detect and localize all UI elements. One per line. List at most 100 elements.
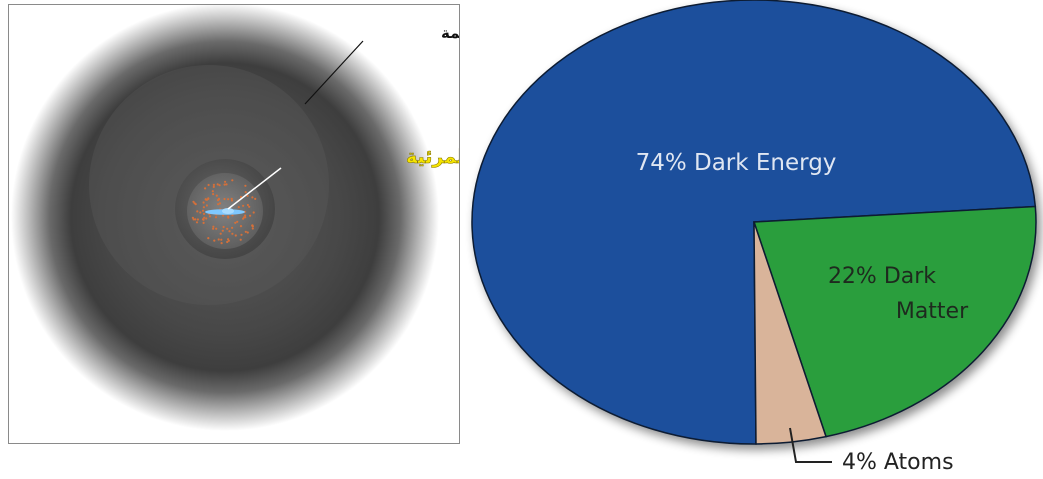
galaxy-dot xyxy=(239,195,243,199)
galaxy-dot xyxy=(217,197,221,200)
galaxy-dot xyxy=(221,229,224,232)
galaxy-dot xyxy=(207,183,210,187)
galaxy-dot xyxy=(242,204,245,207)
galaxy-dot xyxy=(249,214,252,217)
dark-matter-pointer xyxy=(304,40,364,105)
pie-label-dark-matter-line2: Matter xyxy=(896,299,969,324)
galaxy-dot xyxy=(214,216,218,219)
galaxy-dot xyxy=(244,184,247,187)
galaxy-dot xyxy=(213,239,216,242)
pie-label-atoms: 4% Atoms xyxy=(842,450,954,475)
pie-slices xyxy=(471,0,1037,445)
galaxy-dot xyxy=(212,183,215,186)
galaxy-dot xyxy=(215,227,218,230)
galaxy-dot xyxy=(217,238,220,241)
galaxy-dot xyxy=(251,224,254,227)
galaxy-dot xyxy=(196,210,199,213)
galaxy-dot xyxy=(201,209,205,212)
visible-matter-pointer xyxy=(227,167,282,210)
galaxy-dot xyxy=(228,230,231,233)
galaxy-dot xyxy=(234,234,237,237)
galaxy-dot xyxy=(248,205,251,208)
atoms-leader-line xyxy=(789,427,832,463)
galaxy-dot xyxy=(203,216,206,219)
galaxy-dot xyxy=(225,183,228,186)
galaxy-dot xyxy=(204,198,207,201)
galaxy-dot xyxy=(202,218,205,221)
pie-slice-atoms xyxy=(753,221,827,445)
galaxy-dot xyxy=(244,191,247,194)
halo-diagram: المادة المظلمة المادة المرئية xyxy=(11,5,459,431)
galaxy-dot xyxy=(227,215,230,218)
galaxy-dot xyxy=(212,193,215,196)
halo-diagram-panel: المادة المظلمة المادة المرئية xyxy=(8,4,460,444)
galaxy-dot xyxy=(231,179,234,182)
galaxy-dot xyxy=(231,226,234,229)
galaxy-dot xyxy=(191,216,194,219)
galaxy-dot xyxy=(244,214,247,217)
galaxy-dot xyxy=(224,180,227,183)
galaxy-dot xyxy=(205,217,208,220)
galaxy-dot xyxy=(230,197,233,200)
galaxy-dot xyxy=(207,237,210,240)
galaxy-dot xyxy=(212,227,215,230)
galaxy-dot xyxy=(226,227,229,230)
galaxy-dot xyxy=(192,200,195,203)
galaxy-dot xyxy=(202,221,205,224)
galaxy-dot xyxy=(202,212,206,215)
galaxy-dot xyxy=(251,227,254,230)
galaxy-dot xyxy=(230,199,234,202)
galaxy-dot xyxy=(202,201,205,204)
galaxy-dot xyxy=(195,221,199,224)
galaxy-dot xyxy=(207,197,210,200)
galaxy-dot xyxy=(240,233,243,236)
galaxy-dot xyxy=(219,232,222,235)
galaxy-dot xyxy=(234,221,237,224)
galaxy-dot xyxy=(208,215,212,218)
galaxy-dot xyxy=(202,206,205,209)
dark-matter-label: المادة المظلمة xyxy=(441,24,459,42)
galaxy-dot xyxy=(220,242,223,245)
galaxy-dot xyxy=(205,204,208,207)
galaxy-dot xyxy=(252,211,255,214)
pie-label-dark-matter-line1: 22% Dark xyxy=(828,264,936,289)
galaxy-dot xyxy=(244,230,247,233)
galaxy-dot xyxy=(212,185,215,188)
composition-pie-chart: 74% Dark Energy 22% Dark Matter 4% Atoms xyxy=(471,0,1037,475)
pie-slice-dark-matter xyxy=(752,205,1037,438)
galaxy-dot xyxy=(196,218,199,221)
galaxy-dot xyxy=(223,197,226,201)
galaxy-dot xyxy=(220,238,223,241)
galaxy-dot xyxy=(246,194,249,197)
galaxy-dot xyxy=(251,196,254,199)
galaxy-dot xyxy=(194,218,197,221)
galaxy-dot xyxy=(218,202,222,205)
galaxy-dot xyxy=(227,238,230,241)
galaxy-dot xyxy=(239,238,242,241)
galaxy-dot xyxy=(246,231,249,234)
galaxy-dot xyxy=(222,225,225,229)
galaxy-dot xyxy=(237,206,240,209)
galaxy-dot xyxy=(231,232,234,235)
galaxy-dot xyxy=(199,211,202,214)
galaxy-dot xyxy=(231,214,234,217)
galaxy-dot xyxy=(216,183,219,186)
galaxy-dot xyxy=(217,203,220,206)
galaxy-dot xyxy=(226,240,229,244)
galaxy-dot xyxy=(236,220,239,223)
galaxy-dot xyxy=(212,225,215,228)
galaxy-dot xyxy=(242,216,246,219)
galaxy-dot xyxy=(227,198,230,201)
pie-labels: 74% Dark Energy 22% Dark Matter 4% Atoms xyxy=(636,150,970,475)
galaxy-dot xyxy=(211,190,214,193)
galaxy-dot xyxy=(254,197,257,200)
galaxy-dot xyxy=(239,225,243,228)
galaxy-dot xyxy=(204,187,207,190)
galaxy-dot xyxy=(222,214,225,217)
pie-label-dark-energy: 74% Dark Energy xyxy=(636,150,837,176)
galaxy-dot xyxy=(218,184,221,187)
composition-pie-chart-panel: 74% Dark Energy 22% Dark Matter 4% Atoms xyxy=(462,0,1043,479)
galaxy-bulge xyxy=(222,208,234,214)
galaxy-dot xyxy=(246,203,249,207)
galaxy-dot xyxy=(223,183,226,186)
